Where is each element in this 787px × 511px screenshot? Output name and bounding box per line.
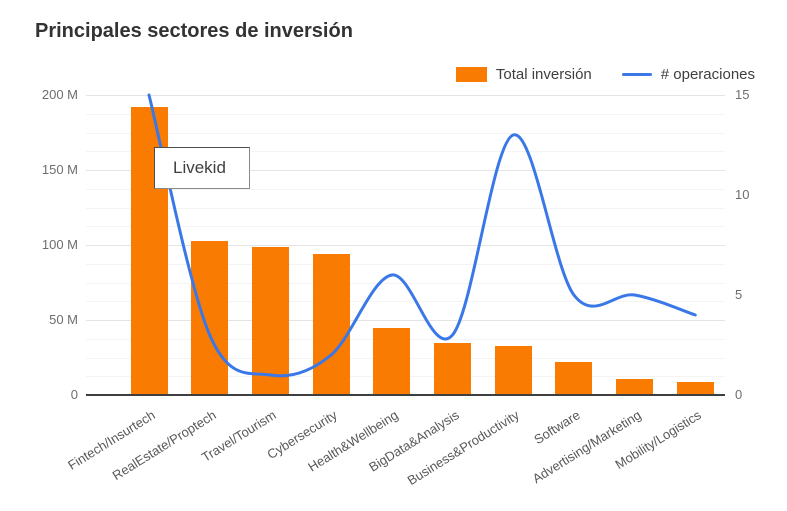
bar-advertising-marketing[interactable] (616, 378, 654, 395)
right-axis-tick-label: 0 (735, 387, 743, 402)
minor-gridline (86, 132, 725, 134)
minor-gridline (86, 113, 725, 115)
major-gridline (86, 320, 725, 321)
legend-item-total-inversion: Total inversión (455, 66, 592, 83)
minor-gridline (86, 263, 725, 265)
minor-gridline (86, 188, 725, 190)
bar-travel-tourism[interactable] (251, 246, 289, 395)
major-gridline (86, 95, 725, 96)
bar-health-wellbeing[interactable] (373, 327, 411, 395)
bar-software[interactable] (555, 362, 593, 395)
bar-business-productivity[interactable] (494, 345, 532, 395)
minor-gridline (86, 226, 725, 228)
operations-line-path[interactable] (147, 93, 697, 378)
chart-tooltip: Livekid (154, 147, 250, 189)
right-axis-tick-label: 15 (735, 87, 750, 102)
legend-label-total-inversion: Total inversión (495, 66, 592, 83)
tooltip-label: Livekid (173, 158, 226, 177)
bar-series-swatch-icon (455, 67, 487, 82)
minor-gridline (86, 151, 725, 153)
combo-chart-plot-area: 0 50 M 100 M 150 M 200 M 0 5 10 15 Fintech/Insurt… (41, 87, 750, 488)
left-axis-tick-label: 100 M (41, 237, 78, 252)
left-axis-tick-label: 0 (70, 387, 78, 402)
major-gridline (86, 245, 725, 246)
legend-item-operaciones: # operaciones (621, 66, 755, 83)
x-axis-baseline (86, 394, 725, 396)
legend-label-operaciones: # operaciones (660, 66, 755, 83)
line-series-swatch-icon (621, 73, 652, 76)
right-axis-tick-label: 10 (735, 187, 750, 202)
major-gridline (86, 170, 725, 171)
bar-bigdata-analysis[interactable] (434, 342, 471, 395)
chart-legend: Total inversión # operaciones (455, 66, 755, 83)
minor-gridline (86, 207, 725, 209)
left-axis-tick-label: 50 M (49, 312, 78, 327)
left-axis-tick-label: 150 M (41, 162, 78, 177)
bar-mobility-logistics[interactable] (676, 381, 714, 395)
right-axis-tick-label: 5 (735, 287, 743, 302)
bar-realestate-proptech[interactable] (191, 240, 229, 395)
operations-line-layer (147, 93, 697, 378)
left-axis-tick-label: 200 M (41, 87, 78, 102)
bar-cybersecurity[interactable] (312, 254, 350, 395)
chart-title: Principales sectores de inversión (35, 20, 353, 42)
minor-gridline (86, 301, 725, 303)
